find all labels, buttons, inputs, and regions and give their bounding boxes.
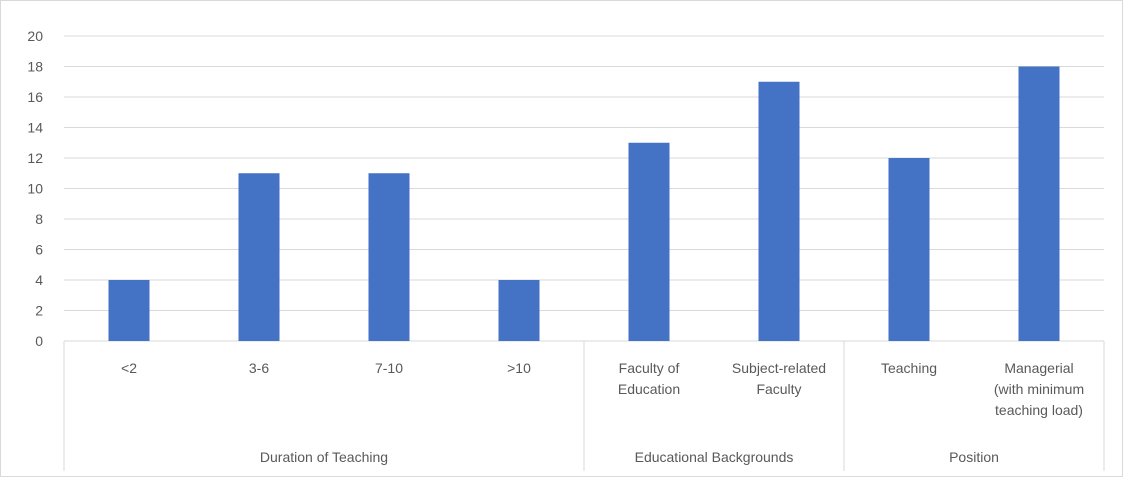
gridlines: [63, 35, 1105, 471]
bar: [758, 81, 800, 341]
bar: [628, 142, 670, 341]
y-tick-label: 6: [35, 242, 43, 258]
x-group-label: Position: [949, 449, 999, 465]
y-tick-label: 12: [27, 150, 43, 166]
x-category-label: teaching load): [995, 402, 1083, 418]
x-category-label: Faculty of: [619, 360, 680, 376]
bar: [108, 280, 150, 341]
x-group-label: Educational Backgrounds: [635, 449, 794, 465]
x-category-label: Faculty: [756, 381, 801, 397]
y-axis-tick-labels: 0 2 4 6 8 10 12 14 16 18 20: [27, 28, 43, 349]
bar: [888, 158, 930, 341]
x-category-label: Education: [618, 381, 680, 397]
x-category-label: Subject-related: [732, 360, 826, 376]
x-axis-category-labels: <2 3-6 7-10 >10 Faculty of Education Subject-r…: [121, 360, 1084, 418]
y-tick-label: 2: [35, 303, 43, 319]
x-group-label: Duration of Teaching: [260, 449, 388, 465]
x-category-label: >10: [507, 360, 531, 376]
x-category-label: (with minimum: [994, 381, 1084, 397]
y-tick-label: 18: [27, 59, 43, 75]
y-tick-label: 16: [27, 89, 43, 105]
y-tick-label: 20: [27, 28, 43, 44]
bar: [1018, 66, 1060, 341]
x-category-label: <2: [121, 360, 137, 376]
bars: [108, 66, 1060, 341]
y-tick-label: 0: [35, 333, 43, 349]
bar: [498, 280, 540, 341]
x-category-label: Managerial: [1004, 360, 1073, 376]
bar: [368, 173, 410, 341]
x-axis-group-labels: Duration of Teaching Educational Backgrou…: [260, 449, 999, 465]
y-tick-label: 8: [35, 211, 43, 227]
x-category-label: 7-10: [375, 360, 403, 376]
bar: [238, 173, 280, 341]
y-tick-label: 10: [27, 181, 43, 197]
x-category-label: Teaching: [881, 360, 937, 376]
x-category-label: 3-6: [249, 360, 269, 376]
y-tick-label: 4: [35, 272, 43, 288]
y-tick-label: 14: [27, 120, 43, 136]
